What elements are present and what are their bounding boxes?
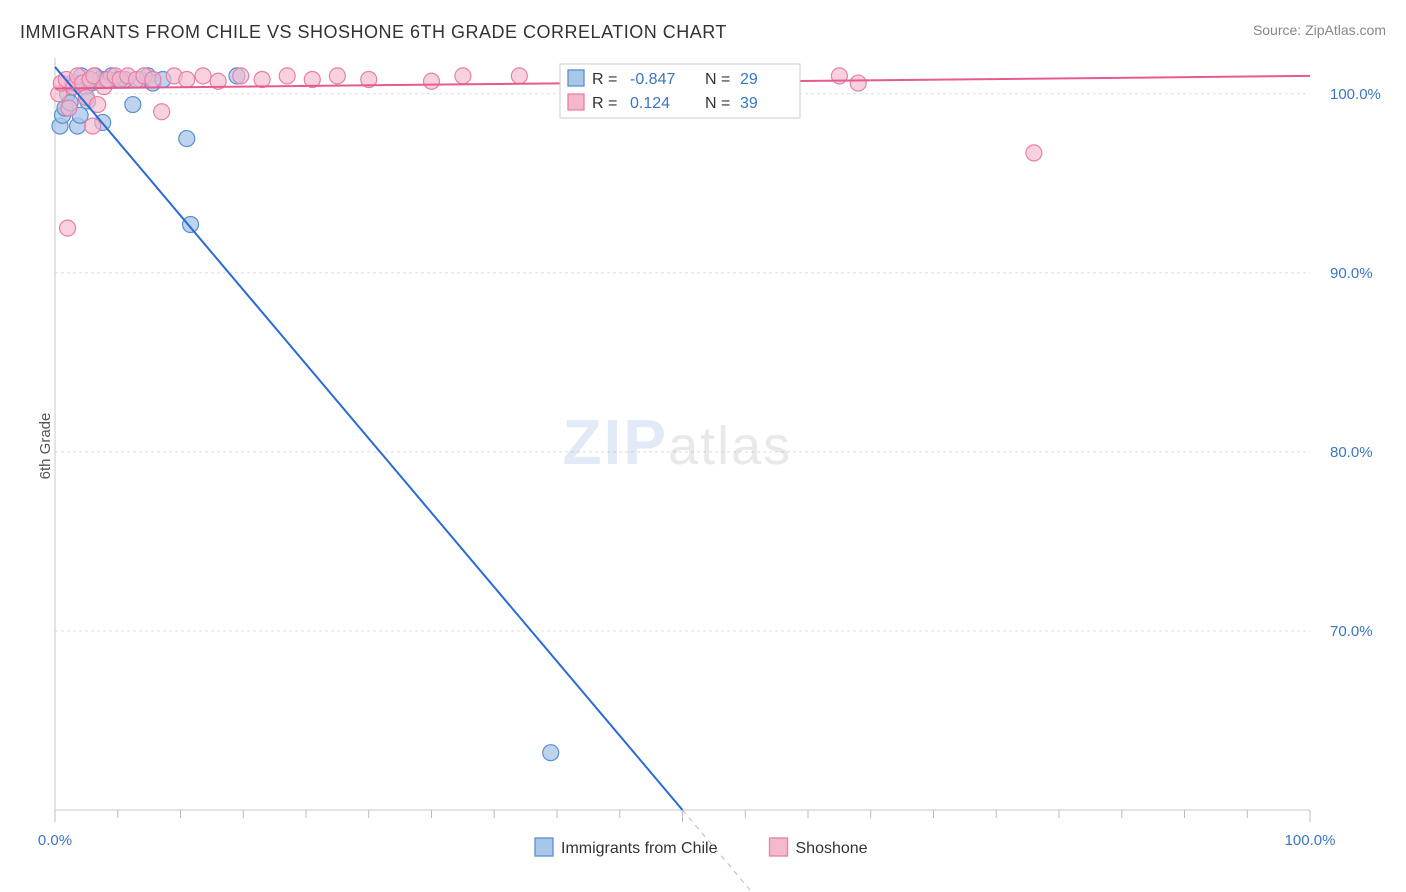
data-point-shoshone [329, 68, 345, 84]
y-tick-label: 90.0% [1330, 265, 1373, 282]
legend-swatch-chile [535, 838, 553, 856]
legend-label-shoshone: Shoshone [796, 840, 868, 857]
watermark: ZIPatlas [563, 406, 793, 478]
stats-R-label-shoshone: R = [592, 95, 617, 112]
stats-R-label-chile: R = [592, 71, 617, 88]
data-point-shoshone [233, 68, 249, 84]
x-tick-label: 100.0% [1285, 832, 1336, 849]
chart-svg: 70.0% 80.0% 90.0% 100.0% 0.0% 100.0% ZIPatlas R… [0, 0, 1406, 892]
stats-swatch-chile [568, 70, 584, 86]
data-point-shoshone [195, 68, 211, 84]
data-point-shoshone [279, 68, 295, 84]
stats-R-value-shoshone: 0.124 [630, 95, 670, 112]
data-point-shoshone [850, 75, 866, 91]
data-point-shoshone [61, 100, 77, 116]
y-tick-label: 70.0% [1330, 623, 1373, 640]
data-point-shoshone [1026, 145, 1042, 161]
data-point-shoshone [424, 73, 440, 89]
data-point-shoshone [511, 68, 527, 84]
data-point-shoshone [60, 220, 76, 236]
data-point-shoshone [145, 71, 161, 87]
data-point-shoshone [85, 118, 101, 134]
stats-R-value-chile: -0.847 [630, 71, 675, 88]
chart-container: IMMIGRANTS FROM CHILE VS SHOSHONE 6TH GR… [0, 0, 1406, 892]
data-point-shoshone [179, 71, 195, 87]
y-tick-label: 100.0% [1330, 86, 1381, 103]
data-point-shoshone [254, 71, 270, 87]
data-point-chile [179, 131, 195, 147]
y-tick-label: 80.0% [1330, 444, 1373, 461]
x-tick-label: 0.0% [38, 832, 72, 849]
stats-N-label-shoshone: N = [705, 95, 730, 112]
stats-N-value-shoshone: 39 [740, 95, 758, 112]
stats-N-value-chile: 29 [740, 71, 758, 88]
data-point-chile [125, 97, 141, 113]
stats-swatch-shoshone [568, 94, 584, 110]
data-point-shoshone [455, 68, 471, 84]
data-point-chile [183, 217, 199, 233]
data-point-shoshone [154, 104, 170, 120]
stats-N-label-chile: N = [705, 71, 730, 88]
data-point-chile [543, 745, 559, 761]
legend-label-chile: Immigrants from Chile [561, 840, 718, 857]
legend-swatch-shoshone [770, 838, 788, 856]
